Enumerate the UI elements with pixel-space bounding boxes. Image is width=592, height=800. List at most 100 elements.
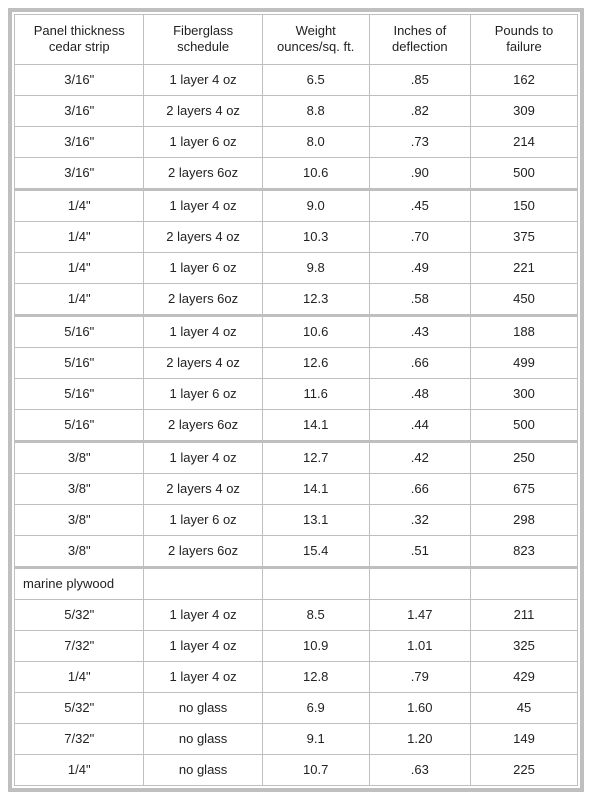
cell: .48 (369, 378, 470, 409)
col-header: Inches of deflection (369, 15, 470, 65)
cell: 450 (471, 283, 578, 315)
cell: 1 layer 4 oz (144, 441, 262, 473)
cell: 499 (471, 347, 578, 378)
cell: 3/16" (15, 95, 144, 126)
cell: 309 (471, 95, 578, 126)
cell: 1 layer 6 oz (144, 126, 262, 157)
cell: 3/8" (15, 473, 144, 504)
cell: 1.01 (369, 630, 470, 661)
cell: 12.3 (262, 283, 369, 315)
cell: 2 layers 4 oz (144, 95, 262, 126)
cell: 11.6 (262, 378, 369, 409)
cell: 10.7 (262, 754, 369, 785)
cell: 1 layer 4 oz (144, 599, 262, 630)
col-header: Weight ounces/sq. ft. (262, 15, 369, 65)
cell: 9.8 (262, 252, 369, 283)
table-row: 5/32"1 layer 4 oz8.51.47211 (15, 599, 578, 630)
cell: 1 layer 4 oz (144, 189, 262, 221)
section-label-row: marine plywood (15, 567, 578, 599)
cell: .90 (369, 157, 470, 189)
cell: 6.5 (262, 64, 369, 95)
cell: 14.1 (262, 409, 369, 441)
table-row: 3/8"1 layer 4 oz12.7.42250 (15, 441, 578, 473)
cell: 211 (471, 599, 578, 630)
cell: 15.4 (262, 535, 369, 567)
cell: 325 (471, 630, 578, 661)
cell: 2 layers 4 oz (144, 473, 262, 504)
cell: .85 (369, 64, 470, 95)
cell: .70 (369, 221, 470, 252)
cell: 10.6 (262, 315, 369, 347)
cell: .73 (369, 126, 470, 157)
cell: 6.9 (262, 692, 369, 723)
cell (144, 567, 262, 599)
cell: 5/16" (15, 409, 144, 441)
cell: .63 (369, 754, 470, 785)
cell: 12.6 (262, 347, 369, 378)
cell: .82 (369, 95, 470, 126)
cell: 3/8" (15, 535, 144, 567)
cell: .66 (369, 347, 470, 378)
cell: 1/4" (15, 754, 144, 785)
cell: 221 (471, 252, 578, 283)
cell: 2 layers 6oz (144, 283, 262, 315)
table-row: 5/16"1 layer 6 oz11.6.48300 (15, 378, 578, 409)
cell: 500 (471, 409, 578, 441)
cell: 1.47 (369, 599, 470, 630)
cell: 375 (471, 221, 578, 252)
cell: 1/4" (15, 189, 144, 221)
cell: .32 (369, 504, 470, 535)
cell: 500 (471, 157, 578, 189)
table-row: 5/16"2 layers 6oz14.1.44500 (15, 409, 578, 441)
cell: 7/32" (15, 630, 144, 661)
cell: 1/4" (15, 661, 144, 692)
cell: 1/4" (15, 221, 144, 252)
cell: .45 (369, 189, 470, 221)
cell: 3/16" (15, 126, 144, 157)
cell: 1.60 (369, 692, 470, 723)
cell (262, 567, 369, 599)
cell: 5/16" (15, 347, 144, 378)
cell (471, 567, 578, 599)
cell: 5/16" (15, 378, 144, 409)
data-table: Panel thickness cedar strip Fiberglass s… (14, 14, 578, 786)
cell: 10.9 (262, 630, 369, 661)
cell: 5/16" (15, 315, 144, 347)
cell: 1 layer 4 oz (144, 661, 262, 692)
table-row: 3/16"2 layers 4 oz8.8.82309 (15, 95, 578, 126)
cell: 5/32" (15, 692, 144, 723)
cell: 13.1 (262, 504, 369, 535)
cell: 3/16" (15, 64, 144, 95)
cell: .66 (369, 473, 470, 504)
table-row: 5/16"2 layers 4 oz12.6.66499 (15, 347, 578, 378)
cell: 225 (471, 754, 578, 785)
cell: 10.3 (262, 221, 369, 252)
col-header: Pounds to failure (471, 15, 578, 65)
cell: 3/16" (15, 157, 144, 189)
cell: .42 (369, 441, 470, 473)
cell: 12.8 (262, 661, 369, 692)
cell: 3/8" (15, 504, 144, 535)
table-row: 3/8"1 layer 6 oz13.1.32298 (15, 504, 578, 535)
cell: 300 (471, 378, 578, 409)
cell: 5/32" (15, 599, 144, 630)
cell: 1 layer 4 oz (144, 315, 262, 347)
cell (369, 567, 470, 599)
table-row: 1/4"2 layers 6oz12.3.58450 (15, 283, 578, 315)
cell: 1 layer 6 oz (144, 378, 262, 409)
cell: 1 layer 4 oz (144, 630, 262, 661)
cell: 214 (471, 126, 578, 157)
table-row: 1/4"1 layer 4 oz9.0.45150 (15, 189, 578, 221)
table-row: 3/16"1 layer 6 oz8.0.73214 (15, 126, 578, 157)
cell: 8.0 (262, 126, 369, 157)
cell: .49 (369, 252, 470, 283)
cell: 675 (471, 473, 578, 504)
table-row: 1/4"no glass10.7.63225 (15, 754, 578, 785)
table-container: Panel thickness cedar strip Fiberglass s… (8, 8, 584, 792)
col-header: Panel thickness cedar strip (15, 15, 144, 65)
cell: 823 (471, 535, 578, 567)
table-row: 3/8"2 layers 4 oz14.1.66675 (15, 473, 578, 504)
table-row: 3/16"2 layers 6oz10.6.90500 (15, 157, 578, 189)
table-row: 5/32"no glass6.91.6045 (15, 692, 578, 723)
cell: marine plywood (15, 567, 144, 599)
